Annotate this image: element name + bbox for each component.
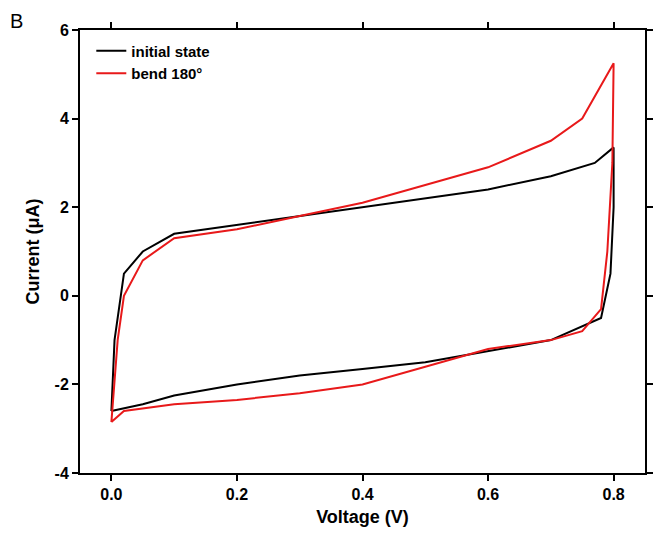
svg-text:6: 6 <box>60 22 69 39</box>
svg-text:Voltage (V): Voltage (V) <box>316 507 409 527</box>
svg-text:0.4: 0.4 <box>351 486 373 503</box>
svg-text:0.2: 0.2 <box>226 486 248 503</box>
svg-text:0: 0 <box>60 287 69 304</box>
svg-text:4: 4 <box>60 110 69 127</box>
svg-text:-4: -4 <box>55 465 69 482</box>
svg-text:initial state: initial state <box>131 43 209 60</box>
svg-text:bend 180°: bend 180° <box>131 65 202 82</box>
svg-text:0.6: 0.6 <box>477 486 499 503</box>
svg-text:2: 2 <box>60 199 69 216</box>
svg-text:0.8: 0.8 <box>602 486 624 503</box>
svg-text:0.0: 0.0 <box>100 486 122 503</box>
svg-text:Current (μA): Current (μA) <box>23 198 43 304</box>
svg-text:B: B <box>10 10 23 32</box>
svg-text:-2: -2 <box>55 376 69 393</box>
